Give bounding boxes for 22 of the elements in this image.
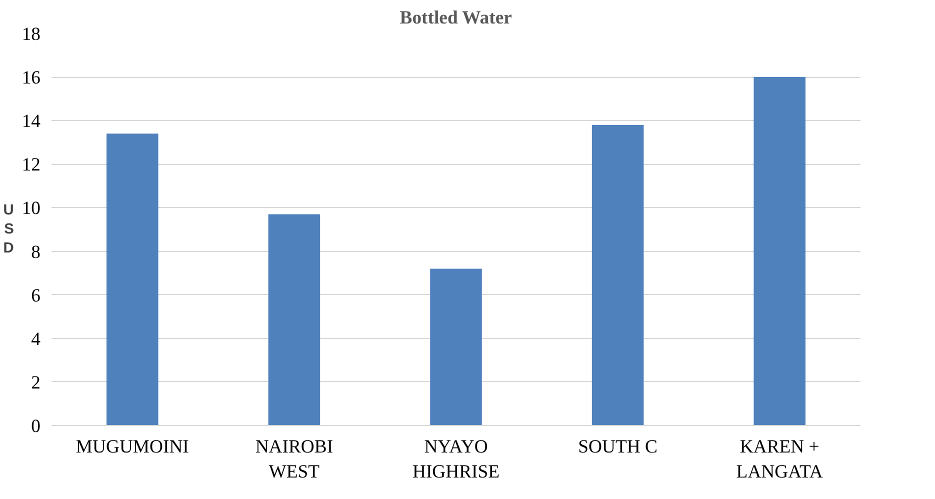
chart-title: Bottled Water [400, 8, 512, 28]
y-tick-label: 10 [22, 198, 40, 220]
y-tick-label: 0 [31, 416, 40, 437]
y-tick-label: 4 [31, 328, 42, 350]
y-tick-label: 8 [31, 242, 40, 263]
bar [754, 77, 806, 426]
y-tick-label: 6 [31, 285, 40, 306]
x-tick-label: KAREN + LANGATA [736, 436, 824, 483]
y-tick-label: 2 [31, 372, 40, 394]
x-tick-label: MUGUMOINI [76, 436, 189, 458]
y-axis-title: USD [3, 202, 14, 257]
x-tick-label: NAIROBI WEST [255, 436, 334, 483]
x-tick-label: SOUTH C [578, 436, 658, 458]
bar [592, 124, 644, 426]
y-tick-label: 16 [22, 68, 40, 89]
y-tick-label: 18 [22, 24, 40, 45]
y-tick-label: 14 [22, 111, 42, 132]
x-tick-label: NYAYO HIGHRISE [412, 436, 500, 483]
y-tick-label: 12 [22, 154, 40, 176]
bar [430, 268, 482, 426]
bar [106, 134, 158, 426]
bar [268, 214, 320, 426]
